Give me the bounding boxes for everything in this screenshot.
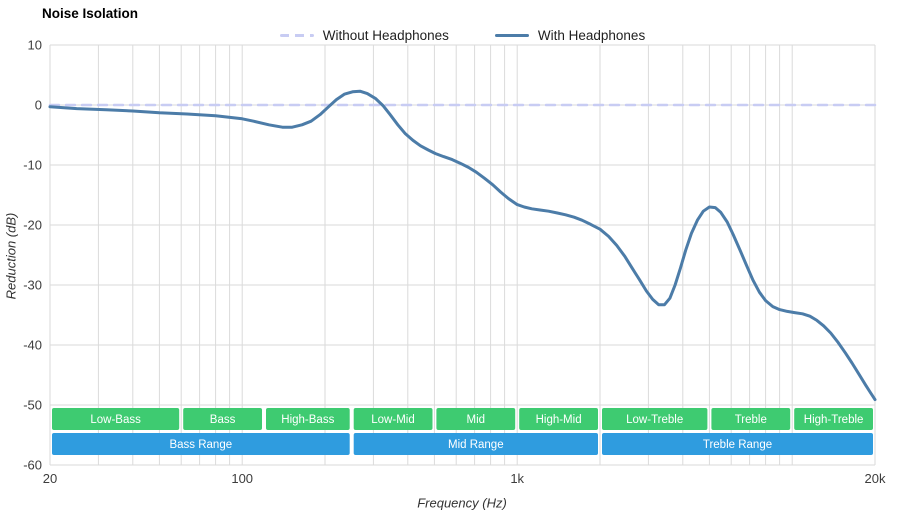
y-tick-label: 10 [28,38,42,53]
band-label-low-mid: Low-Mid [371,414,414,426]
y-tick-label: 0 [35,98,42,113]
x-tick-label: 100 [231,471,253,486]
range-bass-range [52,433,350,455]
range-treble-range [602,433,873,455]
band-label-low-treble: Low-Treble [626,414,683,426]
chart-title: Noise Isolation [42,6,139,21]
legend-item-without-headphones[interactable]: Without Headphones [279,27,449,43]
band-low-mid [353,408,433,430]
band-label-high-treble: High-Treble [804,414,864,426]
band-treble [711,408,791,430]
band-high-bass [266,408,350,430]
band-bass [183,408,262,430]
x-tick-label: 1k [510,471,524,486]
x-axis-title: Frequency (Hz) [417,495,507,511]
legend-label-with-headphones: With Headphones [537,27,646,43]
range-label-bass-range: Bass Range [169,439,232,451]
range-mid-range [353,433,598,455]
range-label-treble-range: Treble Range [703,439,772,451]
band-label-treble: Treble [735,414,767,426]
series-with-headphones [48,89,877,402]
dashed-line-swatch-icon [279,33,314,37]
solid-line-swatch-icon [494,33,529,37]
band-label-low-bass: Low-Bass [90,414,141,426]
band-label-bass: Bass [210,414,236,426]
y-tick-label: -20 [23,218,42,233]
legend-label-without-headphones: Without Headphones [322,27,449,43]
band-label-mid: Mid [467,414,486,426]
y-tick-label: -50 [23,398,42,413]
x-tick-label: 20 [43,471,57,486]
band-low-bass [52,408,180,430]
x-tick-label: 20k [865,471,886,486]
y-tick-label: -30 [23,278,42,293]
band-low-treble [602,408,708,430]
range-label-mid-range: Mid Range [448,439,504,451]
legend-item-with-headphones[interactable]: With Headphones [494,27,646,43]
band-label-high-mid: High-Mid [536,414,582,426]
chart-legend: Without Headphones With Headphones [50,26,875,44]
y-tick-label: -10 [23,158,42,173]
band-mid [436,408,516,430]
band-high-treble [794,408,873,430]
band-label-high-bass: High-Bass [281,414,334,426]
y-axis-title: Reduction (dB) [3,212,19,300]
y-tick-label: -60 [23,458,42,473]
band-high-mid [519,408,598,430]
y-tick-label: -40 [23,338,42,353]
